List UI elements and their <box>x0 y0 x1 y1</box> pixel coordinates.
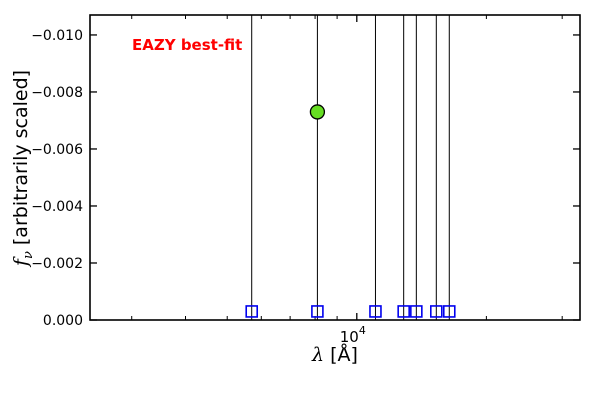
filter-square-marker <box>245 305 259 318</box>
filter-square-marker <box>311 305 324 318</box>
y-tick-label: −0.002 <box>31 256 83 272</box>
x-axis-label: λ [Å] <box>235 344 435 366</box>
axes-frame <box>89 14 581 321</box>
observed-point-marker <box>309 104 326 120</box>
filter-square-marker <box>410 305 423 318</box>
y-tick-label: −0.008 <box>31 85 83 101</box>
y-tick-label: 0.000 <box>43 313 83 329</box>
y-axis-label: fν [arbitrarily scaled] <box>10 0 36 348</box>
xlabel-lambda: λ <box>312 344 325 366</box>
xlabel-rest: [Å] <box>324 344 358 366</box>
annotation-eazy-best-fit: EAZY best-fit <box>132 36 242 54</box>
y-tick-label: −0.010 <box>31 28 83 44</box>
ylabel-nu-subscript: ν <box>20 251 36 260</box>
x-tick-label: 104 <box>340 324 366 346</box>
annotation-text: EAZY best-fit <box>132 36 243 54</box>
filter-square-marker <box>369 305 382 318</box>
filter-square-marker <box>442 305 456 318</box>
ylabel-rest: [arbitrarily scaled] <box>10 69 32 252</box>
ylabel-f: f <box>10 259 32 267</box>
filter-square-marker <box>397 305 410 318</box>
y-tick-label: −0.004 <box>31 199 83 215</box>
y-tick-label: −0.006 <box>31 142 83 158</box>
filter-square-marker <box>430 305 443 318</box>
